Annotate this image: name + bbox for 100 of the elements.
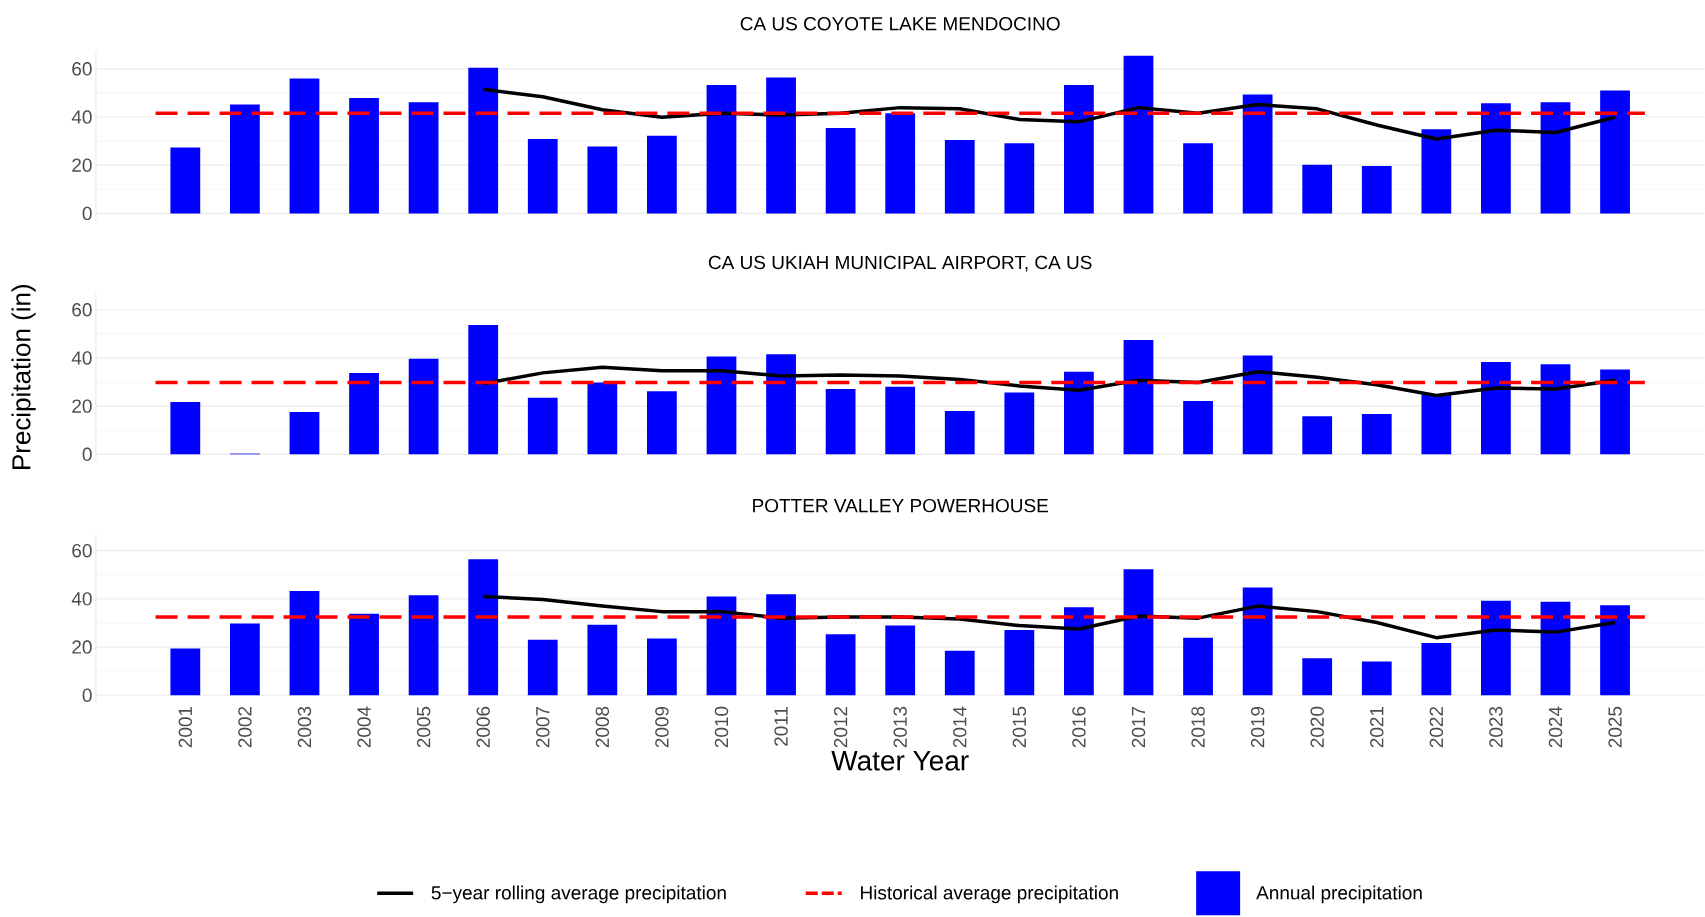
bar (1064, 371, 1094, 455)
y-tick-label: 40 (71, 110, 92, 124)
bar (1361, 661, 1392, 696)
bar (1302, 416, 1333, 455)
chart-title: POTTER VALLEY POWERHOUSE (753, 498, 1049, 513)
bar (1600, 90, 1630, 214)
bar (885, 113, 916, 214)
bar (1004, 143, 1035, 214)
y-tick-label: 0 (82, 206, 92, 221)
bar (1123, 340, 1154, 455)
bar (468, 324, 499, 455)
x-tick-label: 2003 (297, 706, 312, 748)
bar (1481, 361, 1511, 455)
x-tick-label: 2004 (357, 706, 371, 748)
bar (527, 138, 558, 214)
bar (825, 128, 856, 214)
x-tick-label: 2017 (1131, 706, 1146, 748)
x-tick-label: 2020 (1310, 706, 1324, 748)
x-tick-label: 2002 (238, 706, 252, 748)
x-tick-label: 2018 (1191, 706, 1205, 748)
x-tick-label: 2024 (1548, 706, 1563, 748)
bar (1600, 369, 1630, 455)
x-tick-label: 2007 (536, 706, 550, 748)
bar (1421, 129, 1452, 214)
bar (825, 634, 856, 696)
x-tick-label: 2010 (714, 706, 729, 748)
x-tick-label: 2012 (833, 706, 848, 748)
bar (1361, 165, 1392, 214)
x-tick-label: 2022 (1429, 706, 1444, 748)
legend-label: Historical average precipitation (861, 885, 1118, 904)
bar (408, 595, 439, 696)
bar (1481, 103, 1511, 214)
x-tick-label: 2009 (655, 706, 669, 748)
bar (289, 411, 320, 455)
bar (1123, 55, 1154, 214)
y-tick-label: 20 (72, 399, 92, 413)
bar (1242, 355, 1273, 455)
bar (527, 639, 558, 696)
x-tick-label: 2005 (416, 706, 431, 748)
x-tick-label: 2011 (774, 706, 788, 746)
bar (885, 386, 916, 455)
x-tick-label: 2008 (595, 706, 610, 748)
bar (647, 391, 677, 455)
x-tick-label: 2015 (1012, 706, 1027, 748)
bar (1123, 569, 1154, 696)
x-tick-label: 2013 (893, 706, 907, 748)
bar (1361, 414, 1392, 455)
bar (1183, 400, 1213, 455)
bar (289, 590, 320, 696)
bar (1004, 629, 1035, 696)
x-tick-label: 2016 (1072, 706, 1086, 748)
bar (706, 84, 737, 214)
chart-title: CA US COYOTE LAKE MENDOCINO (740, 16, 1060, 31)
bar (587, 146, 618, 214)
bar (944, 410, 975, 455)
bar (587, 382, 618, 455)
bar (408, 102, 439, 214)
bar (825, 388, 856, 455)
y-tick-label: 60 (72, 62, 92, 76)
bar (885, 625, 916, 696)
bar (1540, 364, 1571, 455)
bar (1064, 607, 1094, 696)
bar (1004, 392, 1035, 455)
bar (468, 67, 499, 214)
y-tick-label: 20 (72, 640, 92, 654)
bar (1242, 587, 1273, 696)
bar (230, 623, 260, 696)
bar (1183, 143, 1213, 214)
bar (1242, 94, 1273, 214)
y-tick-label: 40 (71, 351, 92, 365)
bar (1183, 637, 1213, 696)
bar (944, 139, 975, 214)
bar (766, 594, 796, 696)
x-tick-label: 2019 (1250, 706, 1265, 748)
bar (230, 104, 260, 214)
y-axis-title: Precipitation (in) (11, 284, 36, 469)
bar (587, 624, 618, 696)
bar (1302, 164, 1333, 214)
y-tick-label: 0 (82, 688, 92, 702)
bar (527, 397, 558, 455)
x-tick-label: 2006 (476, 706, 490, 748)
bar (349, 372, 379, 455)
bar (766, 77, 796, 214)
y-tick-label: 60 (72, 302, 92, 317)
bar (408, 358, 439, 455)
bar (1302, 658, 1333, 696)
x-tick-label: 2021 (1370, 706, 1384, 748)
bar (647, 638, 677, 696)
y-tick-label: 20 (72, 158, 92, 172)
y-tick-label: 40 (71, 592, 92, 606)
bar (349, 97, 379, 214)
x-tick-label: 2014 (953, 706, 967, 748)
bar (468, 559, 499, 696)
bar (706, 596, 737, 696)
bar (349, 613, 379, 696)
bar (1421, 642, 1452, 696)
bar (944, 650, 975, 696)
x-tick-label: 2023 (1489, 706, 1503, 748)
bar (170, 401, 201, 455)
y-tick-label: 60 (72, 543, 92, 558)
